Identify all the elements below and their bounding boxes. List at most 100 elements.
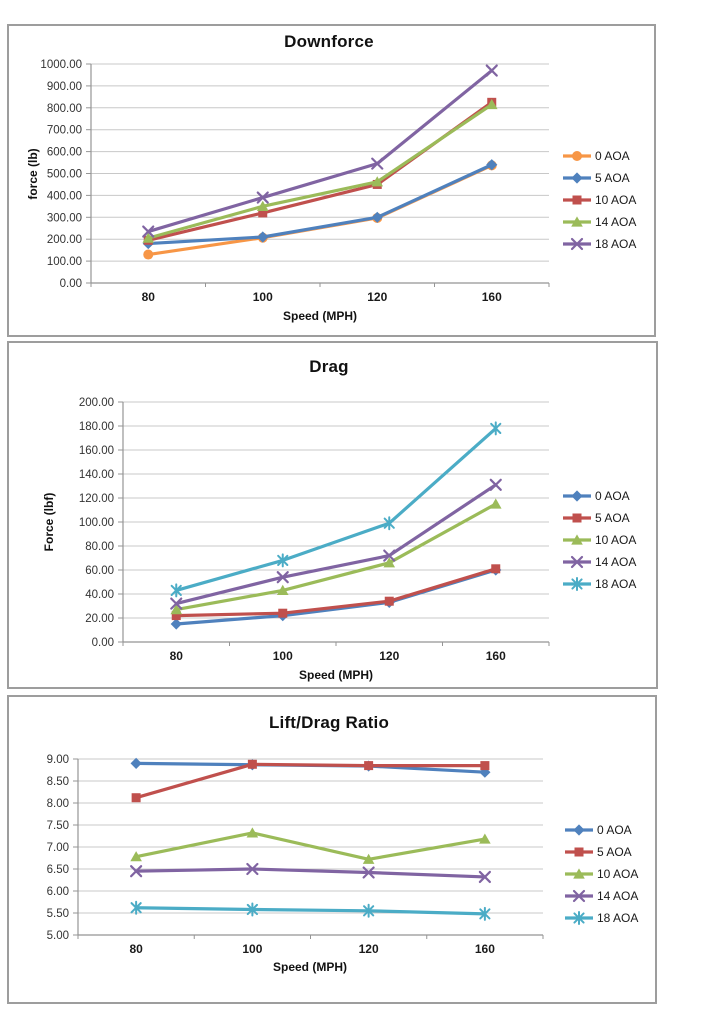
- series-marker-14-aoa: [142, 232, 155, 243]
- y-tick-label: 120.00: [79, 493, 114, 505]
- legend-key-marker: [571, 172, 583, 184]
- legend-key-marker: [570, 555, 584, 569]
- drag-chart-title: Drag: [309, 357, 349, 376]
- series-marker-5-aoa: [278, 608, 288, 618]
- series-marker-18-aoa: [363, 903, 375, 918]
- y-tick-label: 200.00: [79, 397, 114, 409]
- y-tick-label: 80.00: [85, 541, 114, 553]
- series-marker-5-aoa: [480, 761, 490, 771]
- series-marker-10-aoa: [258, 208, 268, 218]
- series-line-10-aoa: [146, 100, 494, 242]
- series-marker-18-aoa: [479, 906, 491, 921]
- series-marker-0-aoa: [479, 766, 491, 778]
- legend-key-marker: [573, 911, 585, 925]
- series-marker-5-aoa: [247, 759, 257, 769]
- legend-item-label: 18 AOA: [597, 911, 638, 925]
- drag-x-axis-title: Speed (MPH): [298, 668, 374, 682]
- x-category-label: 160: [486, 649, 506, 663]
- legend-key-marker: [573, 824, 585, 836]
- legend-item-label: 5 AOA: [597, 845, 632, 859]
- y-tick-label: 20.00: [85, 613, 114, 625]
- x-category-label: 100: [273, 649, 293, 663]
- series-marker-5-aoa: [384, 596, 394, 606]
- x-category-label: 100: [242, 942, 262, 956]
- y-tick-label: 6.50: [47, 864, 69, 876]
- y-tick-label: 8.00: [47, 798, 69, 810]
- series-marker-14-aoa: [478, 870, 491, 884]
- series-marker-18-aoa: [170, 583, 182, 598]
- y-tick-label: 0.00: [92, 637, 114, 649]
- y-tick-label: 900.00: [47, 81, 82, 93]
- series-marker-10-aoa: [170, 604, 183, 615]
- drag-chart-panel: Drag Force (lbf) Speed (MPH) 0.00 20.00 40…: [7, 341, 658, 689]
- y-tick-label: 140.00: [79, 469, 114, 481]
- series-marker-5-aoa: [371, 211, 383, 223]
- y-tick-label: 7.00: [47, 842, 69, 854]
- x-category-label: 100: [253, 290, 273, 304]
- series-line-14-aoa: [134, 867, 487, 879]
- legend-key-marker: [572, 513, 582, 523]
- series-marker-18-aoa: [256, 191, 269, 204]
- y-tick-label: 700.00: [47, 125, 82, 137]
- legend-key-marker: [572, 889, 586, 903]
- series-line-10-aoa: [134, 831, 487, 861]
- y-tick-label: 5.50: [47, 908, 69, 920]
- legend-item-label: 18 AOA: [595, 237, 636, 251]
- downforce-chart-panel: Downforce force (lb) Speed (MPH) 0.00 100…: [7, 24, 656, 337]
- series-marker-18-aoa: [490, 421, 502, 436]
- series-marker-5-aoa: [171, 611, 181, 621]
- series-line-14-aoa: [146, 102, 494, 240]
- series-marker-10-aoa: [362, 853, 375, 864]
- series-marker-14-aoa: [383, 549, 396, 562]
- legend-key-marker: [571, 490, 583, 502]
- legend-item-label: 14 AOA: [595, 215, 636, 229]
- y-tick-label: 5.00: [47, 930, 69, 942]
- legend-item-label: 14 AOA: [597, 889, 638, 903]
- series-marker-5-aoa: [364, 761, 374, 771]
- y-tick-label: 160.00: [79, 445, 114, 457]
- series-line-18-aoa: [146, 68, 494, 234]
- lift-drag-ratio-chart-panel: Lift/Drag Ratio Speed (MPH) 5.00 5.50 6.00…: [7, 695, 657, 1004]
- series-marker-14-aoa: [170, 597, 183, 610]
- x-category-label: 160: [475, 942, 495, 956]
- legend-item-label: 0 AOA: [595, 149, 630, 163]
- series-marker-14-aoa: [130, 865, 143, 878]
- series-marker-14-aoa: [362, 866, 375, 879]
- series-line-18-aoa: [174, 426, 498, 592]
- legend-key-marker: [571, 534, 583, 545]
- drag-plot-svg: 0.00 20.00 40.00 60.00 80.00 100.00 120.00 140.…: [79, 397, 637, 663]
- y-tick-label: 180.00: [79, 421, 114, 433]
- x-category-label: 120: [367, 290, 387, 304]
- x-category-label: 120: [379, 649, 399, 663]
- y-tick-label: 8.50: [47, 776, 69, 788]
- series-marker-10-aoa: [383, 557, 396, 568]
- series-line-18-aoa: [134, 906, 487, 916]
- y-tick-label: 0.00: [60, 278, 82, 290]
- series-marker-10-aoa: [246, 827, 259, 838]
- legend-item-label: 10 AOA: [597, 867, 638, 881]
- lift-drag-ratio-chart-title: Lift/Drag Ratio: [268, 713, 390, 732]
- legend-item-label: 5 AOA: [595, 511, 630, 525]
- series-marker-5-aoa: [486, 159, 498, 171]
- series-line-5-aoa: [134, 762, 487, 800]
- downforce-chart-title: Downforce: [284, 32, 374, 51]
- series-marker-18-aoa: [485, 64, 498, 77]
- legend-key-marker: [574, 847, 584, 857]
- series-marker-18-aoa: [130, 900, 142, 915]
- legend-item-label: 18 AOA: [595, 577, 636, 591]
- lift-drag-ratio-plot-svg: 5.00 5.50 6.00 6.50 7.00 7.50 8.00 8.50 9.00 80 10…: [47, 754, 639, 956]
- legend-key-marker: [572, 151, 582, 161]
- legend-item-label: 10 AOA: [595, 533, 636, 547]
- y-tick-label: 40.00: [85, 589, 114, 601]
- series-marker-18-aoa: [142, 225, 155, 238]
- series-line-5-aoa: [146, 163, 494, 246]
- y-tick-label: 100.00: [79, 517, 114, 529]
- legend-key-marker: [571, 216, 583, 227]
- lift-drag-ratio-x-axis-title: Speed (MPH): [272, 960, 348, 974]
- series-marker-14-aoa: [489, 478, 502, 491]
- series-marker-0-aoa: [170, 618, 182, 630]
- legend-item-label: 0 AOA: [597, 823, 632, 837]
- y-tick-label: 6.00: [47, 886, 69, 898]
- series-line-10-aoa: [174, 502, 498, 612]
- legend-key-marker: [571, 577, 583, 591]
